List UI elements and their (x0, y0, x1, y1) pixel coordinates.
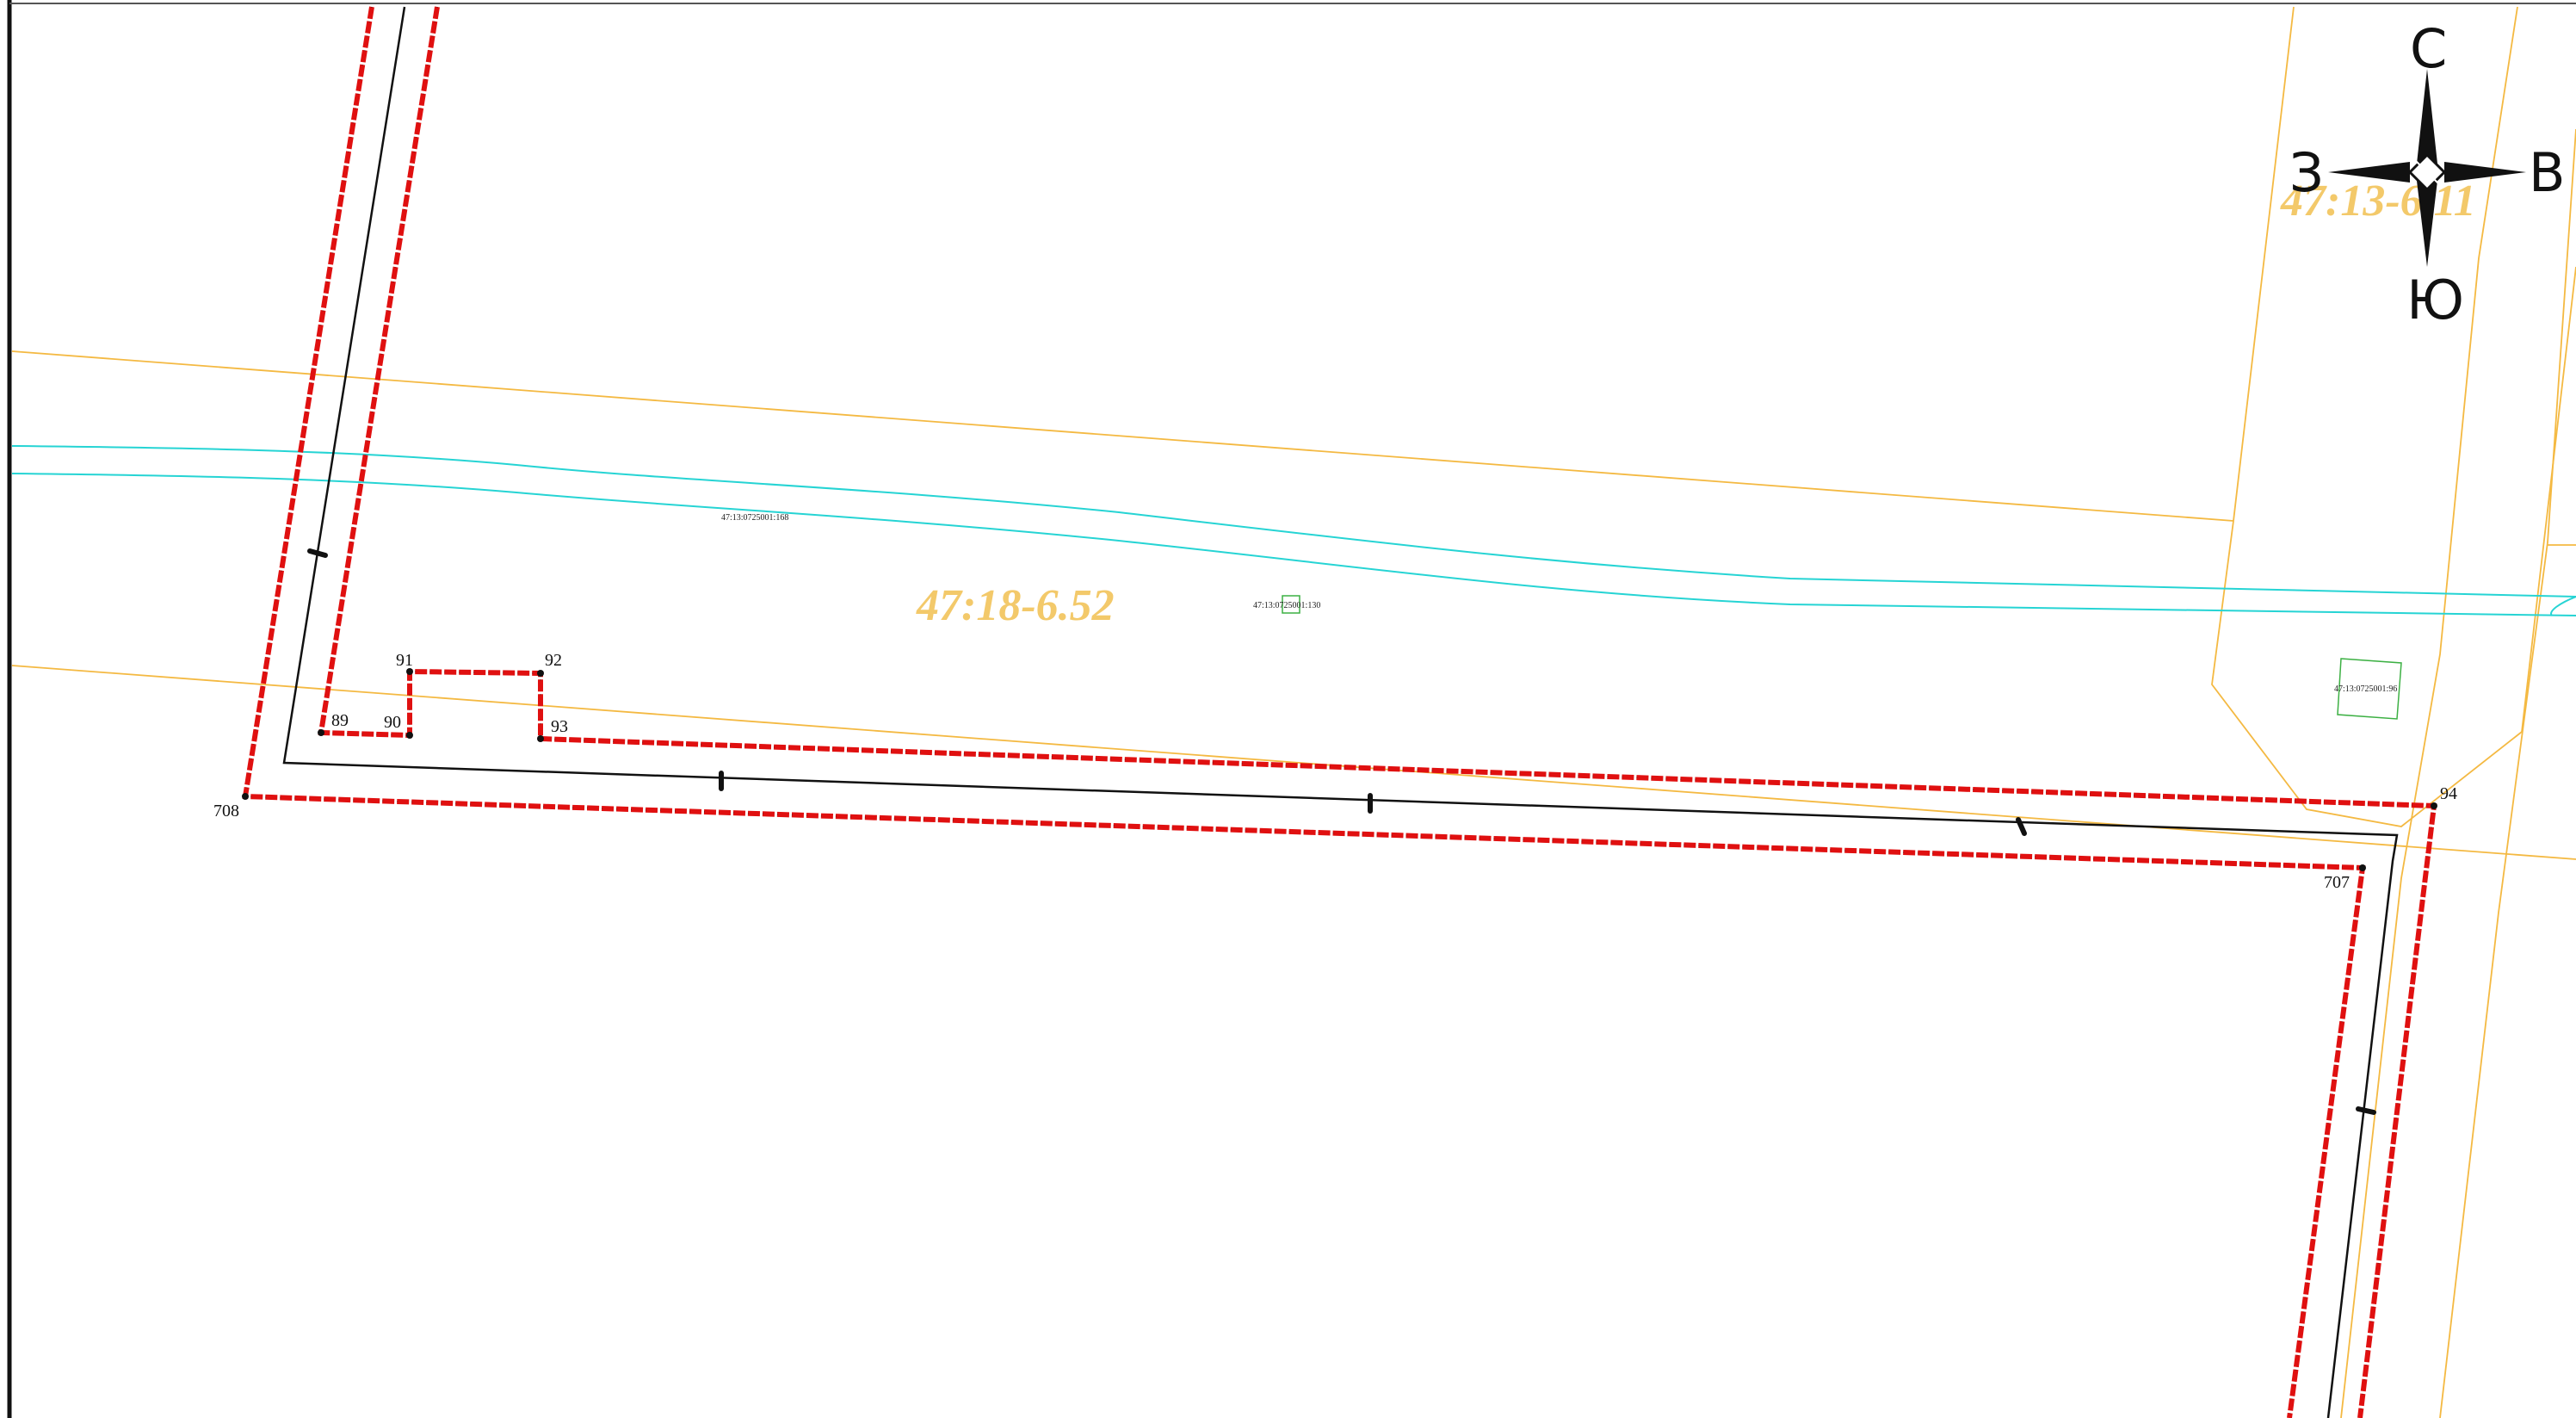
point-label-707: 707 (2324, 873, 2350, 892)
vertex-90 (406, 732, 413, 739)
boundary-line (242, 6, 2437, 1418)
parcel-label-96: 47:13:0725001:96 (2334, 684, 2397, 694)
vertex-93 (537, 735, 544, 742)
zone-label-ne: 47:13-6.11 (2280, 176, 2476, 226)
watercourse (11, 445, 2576, 616)
vertex-708 (242, 793, 249, 800)
parcel-label-168: 47:13:0725001:168 (721, 513, 788, 523)
boundary-dots (244, 6, 2436, 1418)
compass-north-label: С (2410, 17, 2447, 80)
point-label-708: 708 (213, 802, 239, 820)
point-label-94: 94 (2440, 784, 2457, 803)
parcel-130-outline (1282, 595, 1300, 614)
vertex-91 (406, 668, 413, 675)
compass-east-arrow (2444, 162, 2526, 183)
parcel-label-130: 47:13:0725001:130 (1253, 601, 1320, 610)
compass-rose: С Ю З В (2289, 17, 2566, 331)
parcel-96-outline (2337, 658, 2402, 720)
zone-label-main: 47:18-6.52 (916, 581, 1115, 630)
point-label-93: 93 (551, 717, 568, 736)
point-label-91: 91 (396, 651, 413, 670)
point-label-90: 90 (384, 713, 401, 732)
point-label-89: 89 (331, 711, 349, 730)
compass-east-label: В (2529, 141, 2566, 204)
centerline-ticks (307, 548, 2376, 1115)
boundary-vertices (242, 668, 2437, 871)
vertex-707 (2359, 864, 2366, 871)
vertex-89 (318, 729, 324, 736)
compass-south-label: Ю (2406, 269, 2464, 331)
point-label-92: 92 (545, 651, 562, 670)
compass-west-arrow (2328, 162, 2410, 183)
vertex-94 (2431, 802, 2437, 809)
road-centerline (282, 6, 2399, 1418)
compass-north-arrow (2417, 69, 2437, 164)
compass-west-label: З (2289, 141, 2324, 204)
vertex-92 (537, 670, 544, 677)
compass-south-arrow (2417, 181, 2437, 267)
